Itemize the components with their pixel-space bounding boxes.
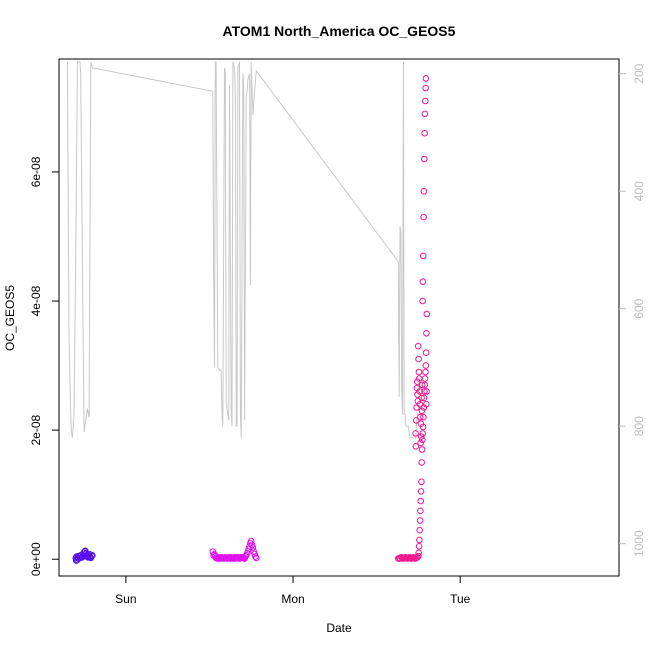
data-point (420, 252, 427, 260)
data-point (419, 297, 426, 305)
data-point (418, 478, 425, 486)
data-point (412, 430, 419, 437)
data-point (416, 413, 424, 421)
data-point (416, 526, 424, 534)
series-3 (395, 75, 431, 562)
data-point (414, 397, 422, 405)
data-point (417, 497, 425, 505)
data-point (422, 349, 430, 357)
data-point (419, 278, 427, 286)
series-2 (209, 537, 260, 562)
data-point (81, 547, 89, 555)
data-point (417, 507, 424, 515)
y-tick-label: 6e-08 (29, 156, 43, 187)
data-point (418, 381, 426, 389)
chart-title: ATOM1 North_America OC_GEOS5 (223, 23, 456, 39)
data-point (414, 391, 421, 398)
y2-tick-label: 200 (632, 63, 646, 83)
data-point (418, 446, 426, 453)
y2-tick-label: 1000 (632, 530, 646, 557)
data-point (420, 213, 427, 221)
data-point (420, 188, 428, 195)
data-point (252, 553, 259, 560)
series-1 (72, 547, 96, 564)
data-point (422, 75, 430, 82)
plot-area: Sun Mon Tue 0e+00 2e-08 4e-08 6e-08 200 400 600 80… (29, 58, 646, 606)
data-point (423, 330, 430, 337)
data-point (420, 413, 427, 421)
x-tick-label: Mon (281, 592, 304, 606)
data-point (423, 388, 430, 395)
data-point (422, 97, 429, 105)
data-point (414, 554, 421, 561)
data-point (423, 310, 431, 318)
data-point (419, 436, 426, 444)
data-point (415, 355, 422, 363)
y-tick-label: 0e+00 (29, 542, 43, 576)
data-point (417, 488, 425, 495)
data-point (412, 443, 420, 450)
data-point (415, 552, 422, 560)
data-point (421, 381, 429, 389)
plot-frame (58, 58, 620, 577)
data-point (395, 555, 402, 562)
data-point (417, 420, 425, 428)
x-axis-label: Date (326, 621, 352, 635)
data-point (412, 417, 420, 424)
data-point (417, 433, 425, 440)
data-point (415, 368, 423, 376)
data-point (418, 394, 425, 402)
x-tick-label: Tue (450, 592, 471, 606)
data-point (418, 459, 426, 466)
pressure-line (66, 61, 419, 439)
y2-tick-label: 400 (632, 181, 646, 201)
data-point (77, 554, 85, 561)
data-point (422, 84, 429, 92)
y-tick-label: 2e-08 (29, 414, 43, 445)
data-point (421, 375, 429, 382)
data-point (413, 404, 420, 411)
data-point (411, 554, 418, 562)
data-point (421, 110, 429, 118)
data-point (420, 394, 428, 402)
data-point (413, 378, 421, 386)
data-point (416, 517, 424, 524)
data-point (418, 407, 426, 415)
data-point (413, 384, 421, 392)
y2-tick-label: 800 (632, 416, 646, 436)
data-point (417, 439, 424, 447)
y-tick-label: 4e-08 (29, 285, 43, 316)
data-point (87, 554, 94, 561)
data-point (422, 368, 429, 376)
data-point (86, 550, 93, 558)
data-point (419, 430, 427, 437)
data-point (423, 401, 430, 408)
data-point (421, 129, 428, 137)
data-point (249, 544, 257, 551)
data-point (247, 537, 255, 545)
data-point (421, 388, 428, 395)
x-tick-label: Sun (115, 592, 136, 606)
data-point (89, 552, 96, 559)
y2-tick-label: 600 (632, 298, 646, 318)
data-point (415, 549, 423, 557)
data-point (415, 543, 423, 550)
data-point (421, 155, 428, 163)
data-point (242, 553, 249, 560)
data-point (416, 536, 423, 544)
data-point (252, 554, 260, 562)
data-point (414, 342, 422, 350)
data-point (422, 362, 430, 369)
y-axis-label: OC_GEOS5 (3, 285, 17, 351)
